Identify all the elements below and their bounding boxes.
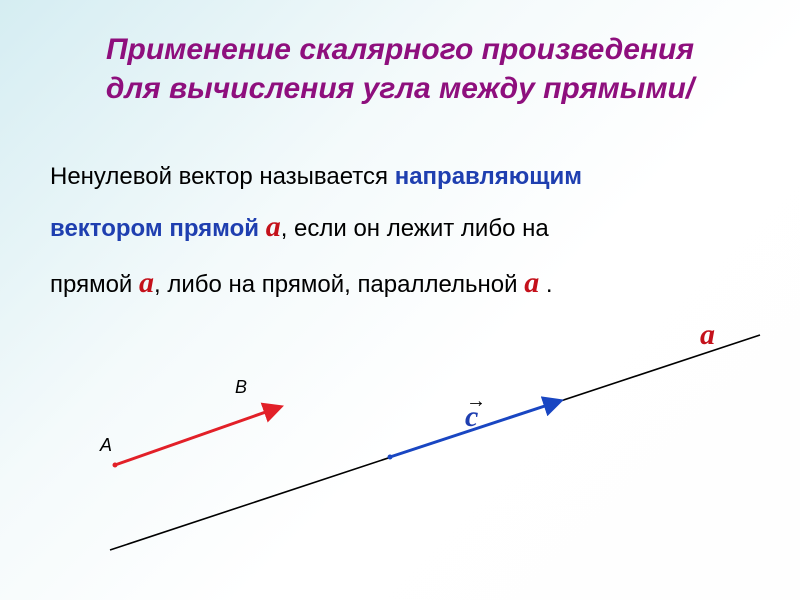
vector-ab: [115, 407, 280, 465]
vec-c-label: c: [465, 400, 478, 434]
point-a-dot: [113, 463, 118, 468]
diagram: [0, 0, 800, 600]
line-a-label: a: [700, 318, 715, 352]
vector-c-start-dot: [388, 455, 393, 460]
point-a-label: A: [100, 435, 112, 456]
point-b-label: B: [235, 377, 247, 398]
